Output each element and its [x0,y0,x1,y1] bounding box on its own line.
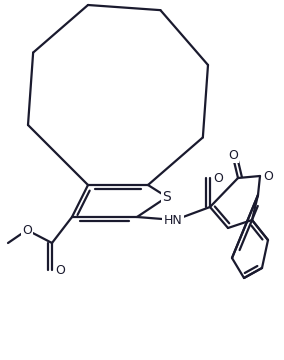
Text: O: O [213,171,223,185]
Text: O: O [22,224,32,237]
Text: S: S [163,190,171,204]
Text: O: O [228,149,238,162]
Text: O: O [55,264,65,276]
Text: HN: HN [164,213,182,226]
Text: O: O [263,170,273,183]
